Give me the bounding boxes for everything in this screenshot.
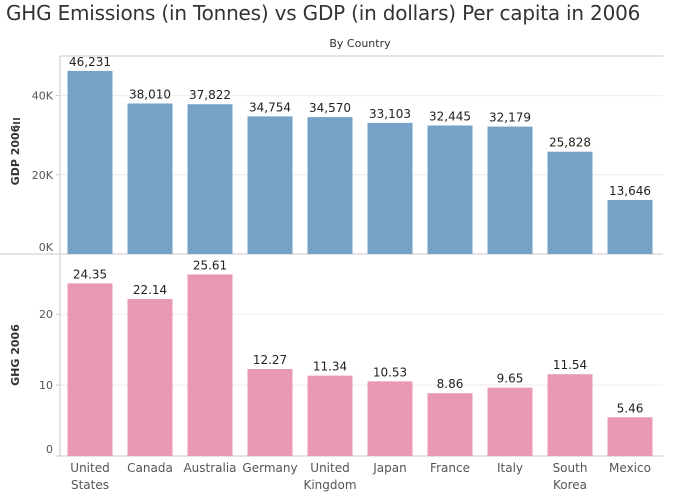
ghg-data-label: 12.27	[253, 353, 287, 367]
gdp-data-label: 34,570	[309, 101, 351, 115]
gdp-y-tick-label: 20K	[32, 169, 54, 182]
x-category-label: Australia	[183, 461, 236, 475]
x-category-label: Canada	[127, 461, 173, 475]
ghg-data-label: 25.61	[193, 258, 227, 272]
ghg-y-axis-title: GHG 2006	[9, 324, 22, 386]
gdp-data-label: 46,231	[69, 55, 111, 69]
gdp-data-label: 34,754	[249, 100, 291, 114]
x-category-label: United	[310, 461, 349, 475]
filter-icon	[13, 122, 20, 124]
filter-icon	[13, 118, 20, 120]
gdp-data-label: 37,822	[189, 88, 231, 102]
x-category-label: Japan	[372, 461, 406, 475]
gdp-data-label: 25,828	[549, 136, 591, 150]
gdp-bar	[67, 70, 113, 255]
x-category-label: Korea	[553, 478, 587, 492]
x-category-label: United	[70, 461, 109, 475]
gdp-bar	[367, 122, 413, 255]
ghg-bar	[67, 283, 113, 456]
gdp-bar	[127, 103, 173, 254]
gdp-bar	[307, 117, 353, 254]
ghg-bar	[427, 393, 473, 456]
ghg-bar	[607, 417, 653, 456]
ghg-bar	[127, 299, 173, 456]
filter-icon	[13, 126, 20, 128]
gdp-data-label: 33,103	[369, 107, 411, 121]
x-category-label: Germany	[242, 461, 297, 475]
gdp-data-label: 38,010	[129, 87, 171, 101]
ghg-data-label: 8.86	[437, 377, 464, 391]
gdp-y-tick-label: 0K	[39, 241, 54, 254]
ghg-bar	[247, 369, 293, 456]
ghg-data-label: 22.14	[133, 283, 167, 297]
gdp-data-label: 32,445	[429, 110, 471, 124]
ghg-bar	[367, 381, 413, 456]
ghg-bar	[547, 374, 593, 456]
ghg-bar	[487, 387, 533, 456]
chart-subtitle: By Country	[329, 37, 391, 50]
gdp-y-axis-title: GDP 2006	[9, 124, 22, 185]
ghg-data-label: 11.54	[553, 358, 587, 372]
gdp-y-tick-label: 40K	[32, 90, 54, 103]
ghg-data-label: 10.53	[373, 365, 407, 379]
gdp-bar	[547, 151, 593, 254]
gdp-bar	[187, 104, 233, 254]
ghg-bar	[187, 274, 233, 456]
ghg-data-label: 11.34	[313, 360, 347, 374]
gdp-bar	[607, 199, 653, 254]
ghg-data-label: 24.35	[73, 267, 107, 281]
ghg-y-tick-label: 10	[39, 379, 53, 392]
x-category-label: Kingdom	[303, 478, 356, 492]
chart-title: GHG Emissions (in Tonnes) vs GDP (in dol…	[6, 1, 641, 25]
ghg-y-tick-label: 20	[39, 308, 53, 321]
ghg-data-label: 9.65	[497, 372, 524, 386]
x-category-label: South	[553, 461, 588, 475]
gdp-bar	[487, 126, 533, 254]
x-category-label: States	[71, 478, 109, 492]
ghg-bar	[307, 375, 353, 456]
gdp-bar	[247, 116, 293, 254]
gdp-data-label: 13,646	[609, 184, 651, 198]
ghg-data-label: 5.46	[617, 401, 644, 415]
x-category-label: Mexico	[609, 461, 651, 475]
x-category-label: Italy	[497, 461, 523, 475]
gdp-data-label: 32,179	[489, 111, 531, 125]
x-category-label: France	[430, 461, 470, 475]
gdp-bar	[427, 125, 473, 255]
ghg-y-tick-label: 0	[46, 443, 53, 456]
